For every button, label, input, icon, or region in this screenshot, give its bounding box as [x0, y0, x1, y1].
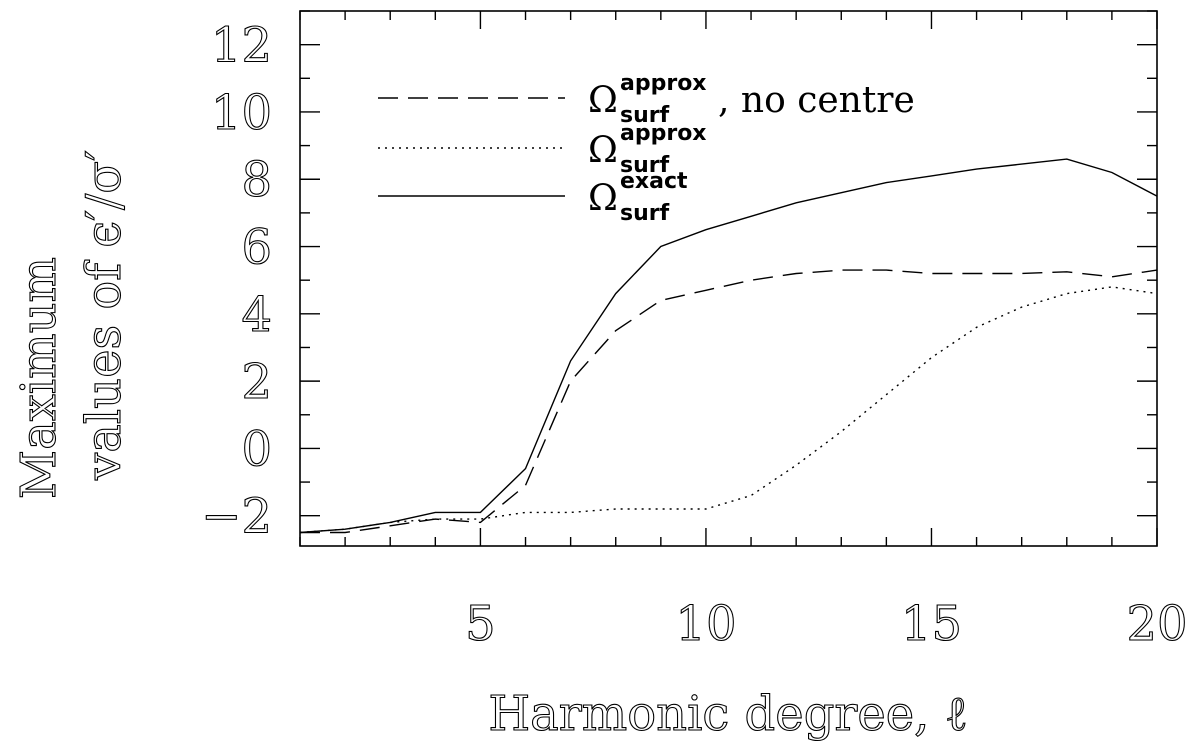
- y-tick-label: 4: [241, 287, 272, 343]
- y-tick-label: 2: [241, 354, 272, 410]
- x-tick-label: 15: [901, 596, 962, 652]
- x-tick-labels: 5 10 15 20: [465, 595, 1188, 652]
- legend-subscript: surf: [620, 153, 670, 178]
- y-tick-label: 0: [241, 421, 272, 477]
- series-line-dotted: [299, 286, 1158, 534]
- y-tick-label: 12: [211, 18, 272, 74]
- y-tick-label: 10: [211, 85, 272, 141]
- series-line-dashed: [300, 269, 1158, 534]
- legend-suffix: , no centre: [718, 80, 915, 121]
- y-tick-label: 8: [241, 152, 272, 208]
- x-tick-label: 5: [465, 596, 496, 652]
- legend-symbol: Ω: [588, 178, 618, 219]
- tick-marks: [299, 10, 1158, 546]
- y-tick-label: 6: [241, 220, 272, 276]
- x-tick-label: 20: [1126, 596, 1187, 652]
- x-axis-title: Harmonic degree, ℓ: [488, 686, 967, 742]
- y-tick-labels: 12 10 8 6 4 2 0 −2: [201, 17, 273, 545]
- legend-superscript: approx: [620, 71, 707, 96]
- plot-frame: [299, 10, 1158, 547]
- legend-subscript: surf: [620, 103, 670, 128]
- legend-symbol: Ω: [588, 130, 618, 171]
- y-axis-title-line2: values of ϵ′/σ′: [76, 150, 132, 481]
- legend-subscript: surf: [620, 201, 670, 226]
- y-tick-label: −2: [201, 489, 272, 545]
- legend-superscript: approx: [620, 121, 707, 146]
- legend-symbol: Ω: [588, 80, 618, 121]
- legend-superscript: exact: [620, 169, 688, 194]
- series-line-solid: [299, 158, 1158, 534]
- y-axis-title-line1: Maximum: [11, 257, 67, 499]
- x-tick-label: 10: [675, 596, 736, 652]
- series-lines: [299, 158, 1158, 534]
